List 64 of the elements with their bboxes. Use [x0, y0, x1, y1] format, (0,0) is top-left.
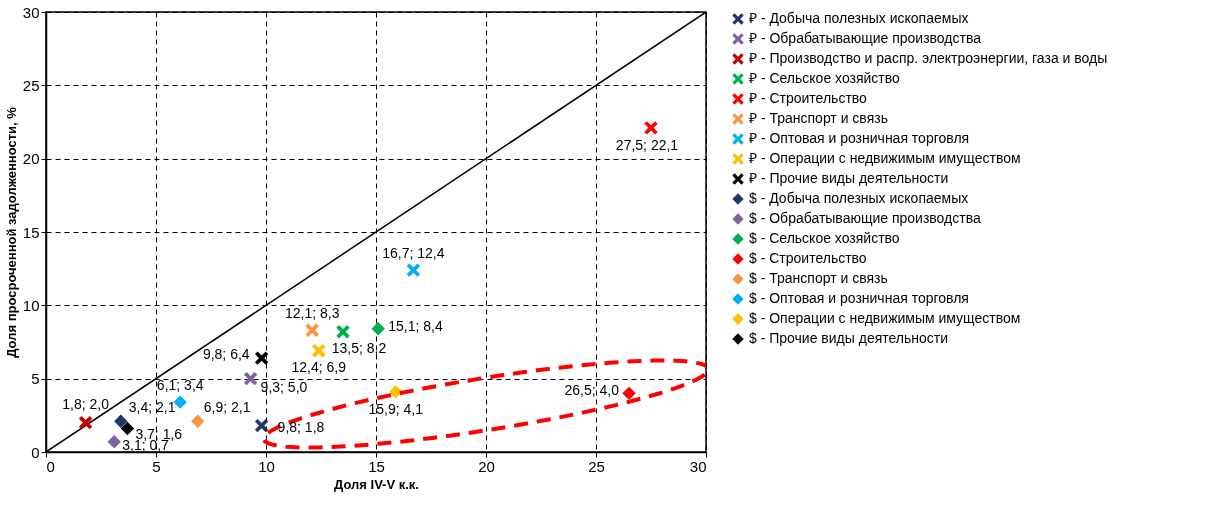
x-axis-title: Доля IV-V к.к.	[334, 476, 419, 492]
point	[107, 435, 121, 449]
x-tick-label: 25	[588, 457, 605, 475]
legend-label: $ - Добыча полезных ископаемых	[749, 190, 969, 206]
y-tick-label: 10	[22, 296, 40, 314]
legend-label: ₽ - Сельское хозяйство	[749, 70, 901, 86]
legend-label: $ - Сельское хозяйство	[749, 230, 900, 246]
legend-label: $ - Прочие виды деятельности	[749, 330, 949, 346]
y-tick-label: 30	[22, 3, 40, 21]
data-label: 12,1; 8,3	[284, 305, 340, 322]
y-tick-label: 5	[31, 370, 40, 388]
data-label: 15,1; 8,4	[388, 317, 443, 334]
point	[336, 325, 350, 339]
data-label: 26,5; 4,0	[564, 382, 620, 399]
point	[254, 351, 269, 365]
x-tick-label: 30	[689, 457, 707, 475]
data-label: 15,9; 4,1	[368, 400, 424, 417]
y-tick-label: 0	[31, 443, 40, 461]
legend-label: $ - Обрабатывающие производства	[749, 210, 981, 226]
point	[371, 322, 385, 336]
legend-label: ₽ - Транспорт и связь	[749, 110, 888, 126]
legend-label: $ - Операции с недвижимым имуществом	[749, 310, 1021, 326]
data-label: 3,4; 2,1	[128, 399, 176, 416]
point	[114, 414, 128, 428]
point	[120, 421, 135, 436]
legend-label: ₽ - Добыча полезных ископаемых	[749, 10, 969, 26]
data-label: 6,1; 3,4	[156, 377, 204, 394]
y-tick-label: 15	[22, 223, 40, 241]
x-tick-label: 15	[368, 457, 385, 475]
data-label: 27,5; 22,1	[615, 136, 679, 153]
data-label: 9,3; 5,0	[260, 378, 308, 395]
data-label: 13,5; 8,2	[331, 339, 387, 356]
data-label: 1,8; 2,0	[62, 395, 110, 412]
data-label: 9,8; 1,8	[277, 418, 325, 435]
legend-label: $ - Строительство	[749, 250, 867, 266]
x-tick-label: 0	[46, 457, 55, 475]
point	[254, 418, 269, 433]
point	[312, 344, 326, 358]
legend-label: ₽ - Обрабатывающие производства	[749, 30, 982, 46]
point	[406, 263, 421, 277]
x-tick-label: 20	[478, 457, 495, 475]
legend-label: $ - Оптовая и розничная торговля	[749, 290, 969, 306]
legend-label: ₽ - Прочие виды деятельности	[749, 170, 949, 186]
legend-label: ₽ - Операции с недвижимым имуществом	[749, 150, 1021, 166]
point	[305, 323, 319, 337]
legend-label: ₽ - Производство и распр. электроэнергии, газа и воды	[749, 50, 1108, 66]
point	[644, 121, 658, 135]
data-label: 9,8; 6,4	[202, 346, 250, 363]
y-tick-label: 25	[22, 76, 40, 94]
point	[173, 395, 187, 409]
point	[78, 415, 93, 430]
legend-label: ₽ - Оптовая и розничная торговля	[749, 130, 970, 146]
data-label: 6,9; 2,1	[203, 399, 251, 416]
x-tick-label: 10	[258, 457, 275, 475]
point	[243, 371, 258, 386]
data-label: 16,7; 12,4	[382, 245, 445, 262]
x-tick-label: 5	[152, 457, 161, 475]
point	[191, 414, 205, 428]
point	[622, 386, 636, 401]
legend-label: $ - Транспорт и связь	[749, 270, 888, 286]
y-tick-label: 20	[22, 150, 40, 168]
legend-label: ₽ - Строительство	[749, 90, 868, 106]
data-label: 12,4; 6,9	[291, 358, 347, 375]
y-axis-title: Доля просроченной задолженности, %	[3, 106, 19, 358]
